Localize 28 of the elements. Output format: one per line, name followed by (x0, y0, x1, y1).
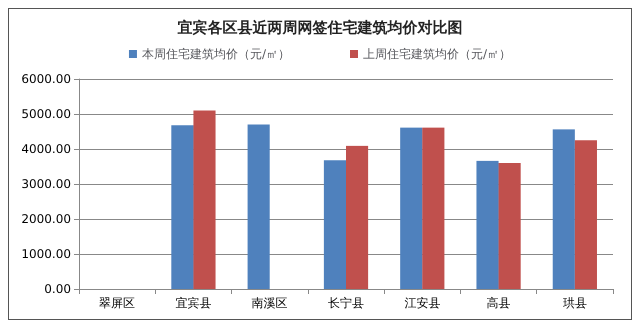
y-tick-label: 1000.00 (21, 247, 71, 261)
legend-label: 上周住宅建筑均价（元/㎡） (363, 47, 512, 61)
bar (324, 160, 346, 289)
bar (476, 160, 499, 289)
y-tick-label: 6000.00 (21, 72, 71, 86)
x-tick-label: 高县 (486, 296, 511, 310)
bar (171, 125, 194, 289)
y-tick-label: 2000.00 (21, 212, 71, 226)
chart-title: 宜宾各区县近两周网签住宅建筑均价对比图 (178, 18, 462, 36)
bar (422, 128, 444, 289)
y-tick-label: 5000.00 (21, 107, 71, 121)
bar (552, 129, 575, 289)
x-tick-label: 翠屏区 (99, 296, 136, 310)
y-tick-label: 0.00 (44, 282, 71, 296)
x-tick-label: 长宁县 (328, 296, 364, 310)
bar (574, 140, 597, 289)
x-tick-label: 珙县 (562, 296, 587, 310)
x-tick-label: 江安县 (404, 296, 440, 310)
legend-label: 本周住宅建筑均价（元/㎡） (142, 47, 290, 61)
y-tick-label: 4000.00 (21, 142, 71, 156)
bar (193, 110, 216, 289)
bar (498, 163, 521, 289)
bar (248, 124, 270, 289)
bar (346, 146, 368, 289)
x-tick-label: 南溪区 (252, 296, 288, 310)
y-tick-label: 3000.00 (21, 177, 71, 191)
x-tick-label: 宜宾县 (175, 296, 212, 310)
bar (400, 128, 422, 289)
